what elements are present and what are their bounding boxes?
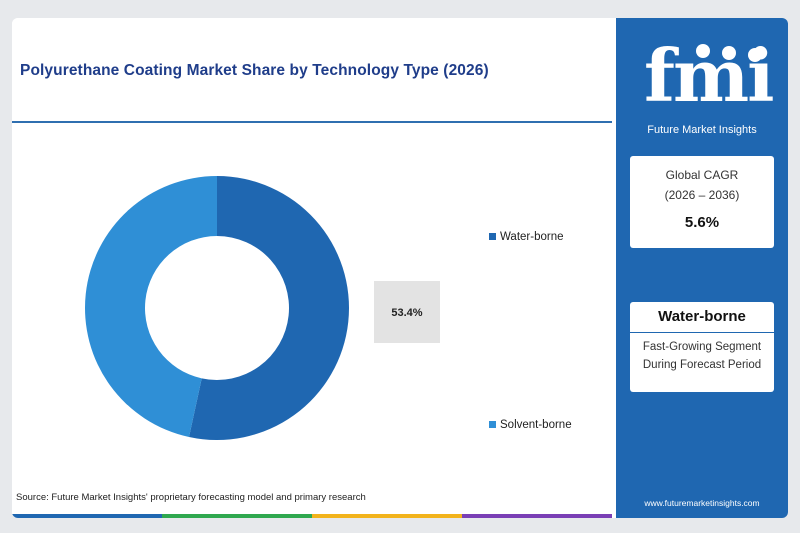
donut-slice-water-borne — [189, 176, 350, 440]
bottom-bar-segment — [462, 514, 612, 518]
cagr-box: Global CAGR (2026 – 2036) 5.6% — [630, 156, 774, 248]
legend-swatch — [489, 421, 496, 428]
cagr-value: 5.6% — [684, 214, 720, 231]
legend-label: Solvent-borne — [500, 419, 572, 431]
chart-title: Polyurethane Coating Market Share by Tec… — [20, 62, 489, 79]
logo-person-icon — [722, 46, 736, 60]
segment-line-1: Fast-Growing Segment — [642, 341, 762, 353]
website-url[interactable]: www.futuremarketinsights.com — [644, 498, 760, 508]
logo-person-icon — [696, 44, 710, 58]
segment-box: Water-borne Fast-Growing Segment During … — [630, 302, 774, 392]
legend-label: Water-borne — [500, 231, 564, 243]
segment-title: Water-borne — [630, 302, 774, 333]
cagr-label: Global CAGR — [665, 168, 739, 182]
logo-subtitle: Future Market Insights — [647, 124, 757, 136]
legend-swatch — [489, 233, 496, 240]
bottom-bar-segment — [312, 514, 462, 518]
donut-slice-solvent-borne — [85, 176, 218, 437]
infographic-card: Polyurethane Coating Market Share by Tec… — [12, 18, 788, 518]
bottom-bar-segment — [12, 514, 162, 518]
segment-line-2: During Forecast Period — [642, 359, 762, 371]
donut-chart: 53.4% Water-borne Solvent-borne — [85, 176, 572, 440]
fmi-logo: fmi Future Market Insights — [626, 26, 778, 156]
logo-person-icon — [748, 48, 762, 62]
chart-area: Polyurethane Coating Market Share by Tec… — [12, 18, 612, 518]
bottom-bar-segment — [162, 514, 312, 518]
source-note: Source: Future Market Insights' propriet… — [16, 492, 366, 503]
side-panel: fmi Future Market Insights Global CAGR (… — [616, 18, 788, 518]
cagr-period: (2026 – 2036) — [664, 188, 740, 202]
bottom-color-bar — [12, 514, 612, 518]
data-label: 53.4% — [391, 307, 422, 319]
title-divider — [12, 121, 612, 123]
data-label-box — [374, 281, 440, 343]
